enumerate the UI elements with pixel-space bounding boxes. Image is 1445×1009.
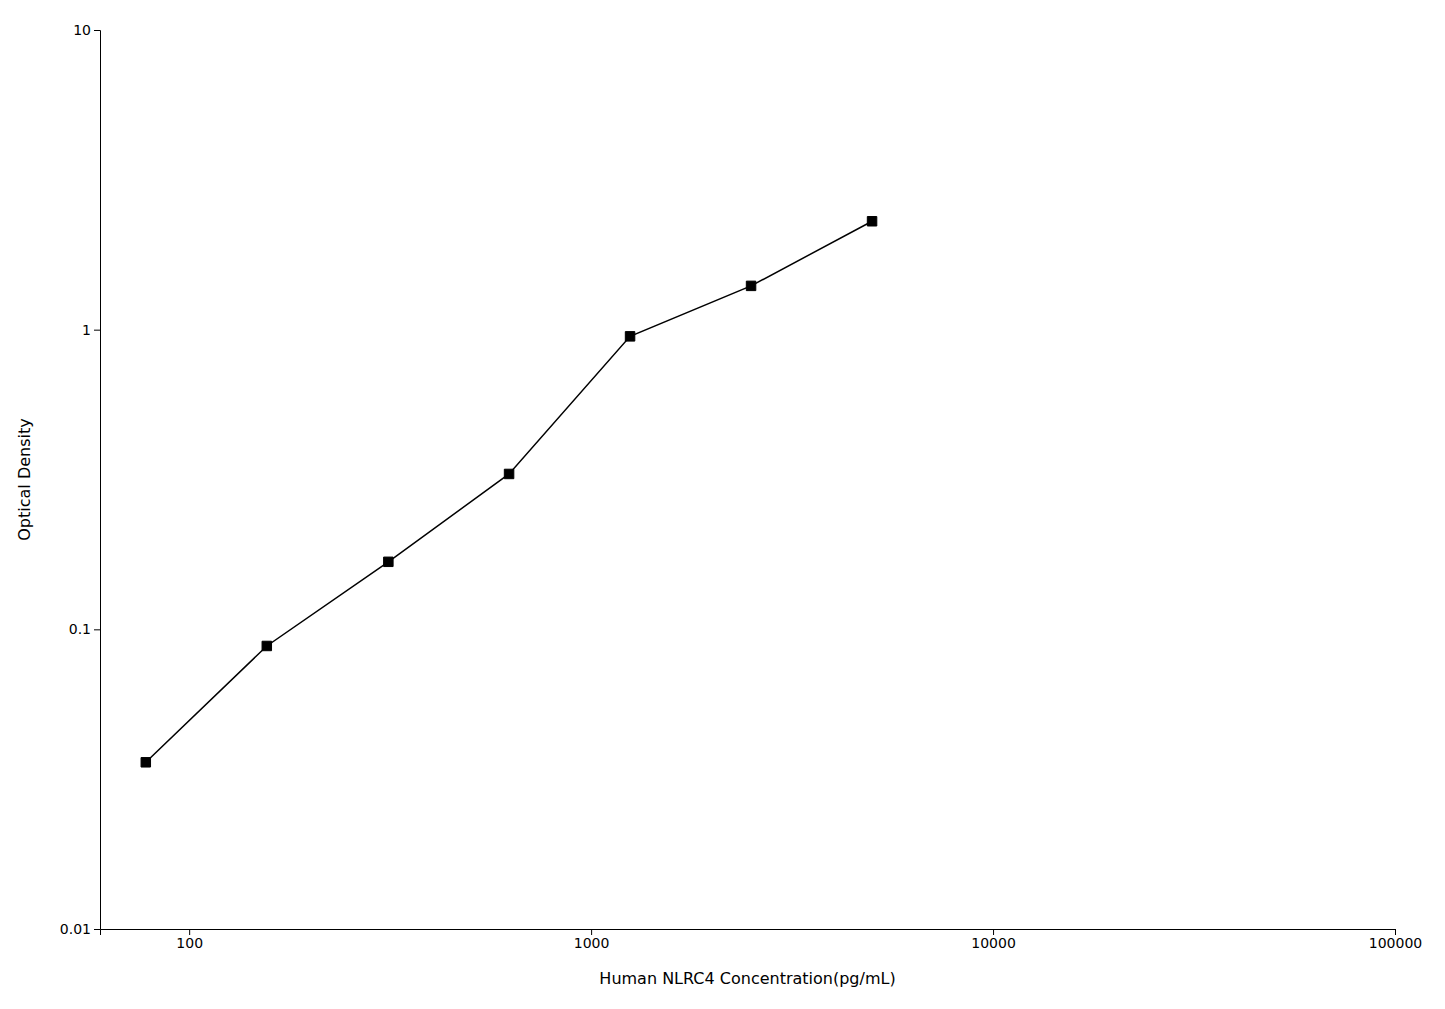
marker (504, 469, 513, 478)
line (146, 221, 872, 762)
series (141, 217, 877, 768)
y-axis-title: Optical Density (15, 418, 34, 540)
marker (141, 758, 150, 767)
y-tick: 10 (73, 22, 100, 38)
y-tick-label: 0.01 (60, 921, 91, 937)
marker (746, 281, 755, 290)
x-axis-line (101, 930, 1396, 936)
marker (262, 641, 271, 650)
x-tick-label: 1000 (574, 935, 610, 951)
x-tick: 100000 (1369, 929, 1422, 951)
x-tick: 10000 (971, 929, 1016, 951)
plot-area: 100 1000 10000 100000 0.01 0.1 1 10 (60, 22, 1422, 951)
y-axis: 0.01 0.1 1 10 (60, 22, 101, 937)
y-tick-mark (94, 330, 100, 331)
x-tick-label: 100 (176, 935, 203, 951)
x-tick: 1000 (574, 929, 610, 951)
x-axis: 100 1000 10000 100000 (101, 929, 1423, 951)
y-tick: 0.01 (60, 921, 100, 937)
y-tick: 1 (82, 322, 100, 338)
y-tick: 0.1 (69, 621, 100, 637)
y-tick-mark (94, 929, 100, 930)
marker (625, 332, 634, 341)
marker (384, 557, 393, 566)
x-tick: 100 (176, 929, 203, 951)
y-tick-label: 1 (82, 322, 91, 338)
y-tick-label: 0.1 (69, 621, 91, 637)
y-tick-mark (94, 629, 100, 630)
marker (867, 217, 876, 226)
y-axis-line (94, 31, 101, 930)
x-tick-label: 10000 (971, 935, 1016, 951)
x-tick-label: 100000 (1369, 935, 1422, 951)
y-tick-label: 10 (73, 22, 91, 38)
chart: 100 1000 10000 100000 0.01 0.1 1 10 Human NLRC4 … (0, 0, 1445, 1009)
y-tick-mark (94, 30, 100, 31)
x-axis-title: Human NLRC4 Concentration(pg/mL) (599, 969, 895, 988)
